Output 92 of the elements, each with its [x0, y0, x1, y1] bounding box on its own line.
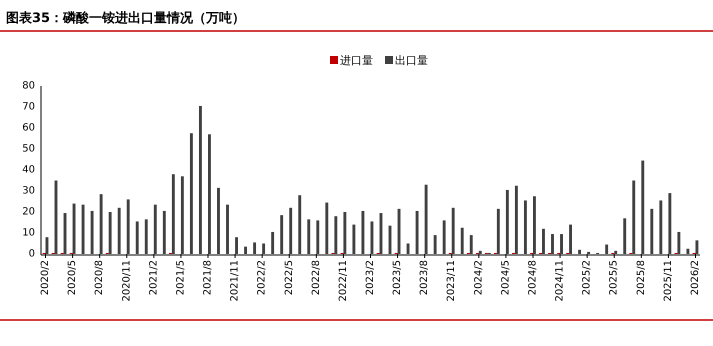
bar: [343, 212, 346, 254]
x-tick-label: 2025/5: [608, 260, 620, 296]
bar: [442, 220, 446, 254]
bar: [217, 188, 220, 254]
y-tick-label: 40: [22, 164, 35, 176]
bar: [64, 213, 66, 254]
bar: [551, 234, 554, 254]
bar: [82, 204, 85, 254]
bar: [262, 244, 266, 254]
x-tick-label: 2021/2: [148, 260, 160, 296]
legend-label: 出口量: [395, 54, 428, 67]
x-tick-label: 2024/11: [554, 260, 566, 302]
bar: [352, 224, 356, 254]
bar: [434, 235, 437, 254]
bar: [686, 248, 690, 254]
x-tick-label: 2020/5: [67, 260, 78, 296]
chart-title: 图表35：磷酸一铵进出口量情况（万吨）: [6, 10, 246, 26]
x-tick-label: 2022/5: [284, 260, 295, 296]
bar: [46, 237, 48, 254]
y-tick-label: 0: [28, 248, 35, 260]
x-tick-label: 2020/8: [94, 260, 106, 296]
bar: [118, 208, 121, 254]
bar: [253, 242, 256, 254]
bar: [578, 250, 582, 254]
bar: [90, 210, 94, 254]
legend-label: 进口量: [340, 54, 373, 67]
bar: [72, 204, 76, 254]
y-tick-label: 30: [22, 186, 35, 196]
y-tick-label: 50: [22, 144, 35, 154]
bar: [271, 232, 274, 254]
bar: [532, 196, 536, 254]
bar: [695, 240, 698, 254]
bar: [424, 184, 428, 254]
bar: [226, 204, 229, 254]
x-tick-label: 2024/8: [527, 260, 538, 296]
bar: [398, 208, 400, 254]
bar: [514, 186, 518, 254]
x-tick-label: 2022/2: [256, 260, 268, 296]
bar: [659, 200, 662, 254]
bar: [569, 224, 572, 254]
bar: [370, 221, 374, 254]
bar: [162, 210, 166, 254]
x-tick-label: 2023/11: [446, 260, 458, 302]
bar: [100, 194, 103, 254]
bar: [677, 232, 680, 254]
y-tick-label: 60: [22, 122, 35, 134]
x-tick-label: 2023/5: [392, 260, 404, 296]
bar: [406, 244, 410, 254]
bar: [496, 208, 500, 254]
x-tick-label: 2025/2: [582, 260, 593, 296]
x-tick-label: 2023/8: [419, 260, 430, 296]
bar: [614, 250, 618, 254]
y-tick-label: 20: [22, 206, 35, 218]
x-tick-label: 2021/5: [175, 260, 186, 296]
x-tick-label: 2020/11: [121, 260, 132, 302]
bar: [605, 244, 608, 254]
bar: [380, 213, 382, 254]
bar: [325, 202, 328, 254]
y-tick-label: 80: [22, 80, 35, 92]
bar: [198, 106, 202, 254]
bar: [334, 216, 338, 254]
bar: [54, 180, 58, 254]
bar: [560, 234, 563, 254]
y-tick-label: 10: [22, 228, 35, 238]
x-tick-label: 2025/8: [636, 260, 647, 296]
bar: [542, 228, 545, 254]
x-tick-label: 2022/8: [310, 260, 322, 296]
x-tick-label: 2026/2: [690, 260, 701, 296]
y-tick-label: 70: [22, 102, 35, 112]
bar: [235, 237, 238, 254]
bar: [208, 134, 211, 254]
bar: [388, 226, 392, 254]
bar: [172, 174, 175, 254]
x-tick-label: 2021/8: [202, 260, 214, 296]
bar: [190, 133, 193, 254]
bar: [506, 190, 509, 254]
bar: [280, 215, 284, 254]
x-tick-label: 2022/11: [338, 260, 349, 302]
x-tick-label: 2023/2: [365, 260, 376, 296]
x-tick-label: 2025/11: [662, 260, 674, 302]
x-tick-label: 2021/11: [230, 260, 241, 302]
bar: [244, 246, 248, 254]
bar: [452, 208, 455, 254]
bar: [416, 210, 419, 254]
x-tick-label: 2020/2: [40, 260, 52, 296]
bar: [361, 210, 364, 254]
bar: [108, 212, 112, 254]
bar: [180, 176, 184, 254]
x-tick-label: 2024/2: [473, 260, 484, 296]
bar: [668, 193, 672, 254]
x-tick-label: 2024/5: [500, 260, 512, 296]
bar: [524, 200, 527, 254]
